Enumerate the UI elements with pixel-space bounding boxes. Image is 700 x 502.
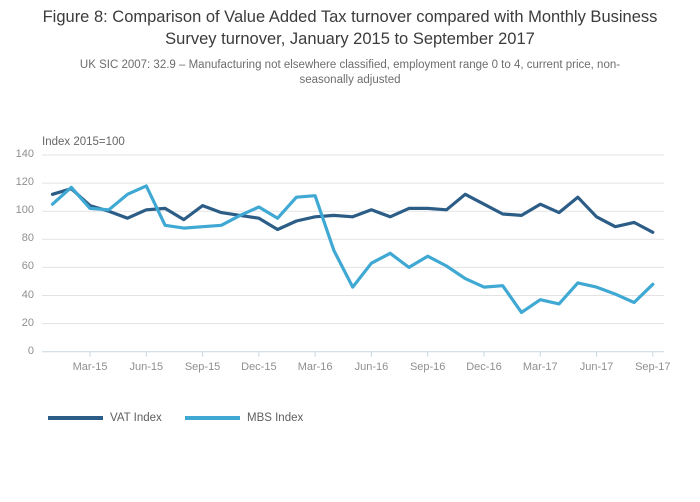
x-tick-label: Jun-15 [129,361,164,373]
chart-title: Figure 8: Comparison of Value Added Tax … [42,8,658,48]
mbs-line-swatch [185,416,240,420]
y-tick-label: 120 [15,176,34,189]
y-tick-label: 140 [15,148,34,160]
legend-label-vat: VAT Index [110,412,162,424]
mbs-index-line [50,184,655,314]
chart-subtitle: UK SIC 2007: 32.9 – Manufacturing not el… [79,59,621,86]
x-tick-label: Dec-16 [466,361,502,373]
y-tick-label: 0 [27,344,34,357]
x-tick-label: Jun-16 [354,361,389,373]
y-tick-label: 60 [21,260,34,273]
chart-legend: VAT Index MBS Index [0,411,700,431]
vat-index-line [50,187,655,234]
legend-item-vat-index: VAT Index [48,411,162,425]
y-tick-label: 80 [21,232,34,245]
x-tick-label: Mar-16 [297,361,333,373]
y-tick-label: 40 [21,288,34,301]
x-tick-label: Jun-17 [579,361,614,373]
vat-line-swatch [48,416,103,420]
x-tick-label: Mar-15 [72,361,108,373]
legend-item-mbs-index: MBS Index [185,411,303,425]
x-tick-label: Sep-17 [635,361,671,373]
y-tick-label: 20 [21,316,34,329]
x-tick-label: Sep-15 [184,361,221,373]
x-tick-label: Mar-17 [522,361,558,373]
y-axis-title: Index 2015=100 [42,136,125,148]
legend-label-mbs: MBS Index [247,412,304,424]
y-tick-label: 100 [15,204,34,217]
x-tick-label: Dec-15 [241,361,277,373]
x-tick-label: Sep-16 [409,361,446,373]
